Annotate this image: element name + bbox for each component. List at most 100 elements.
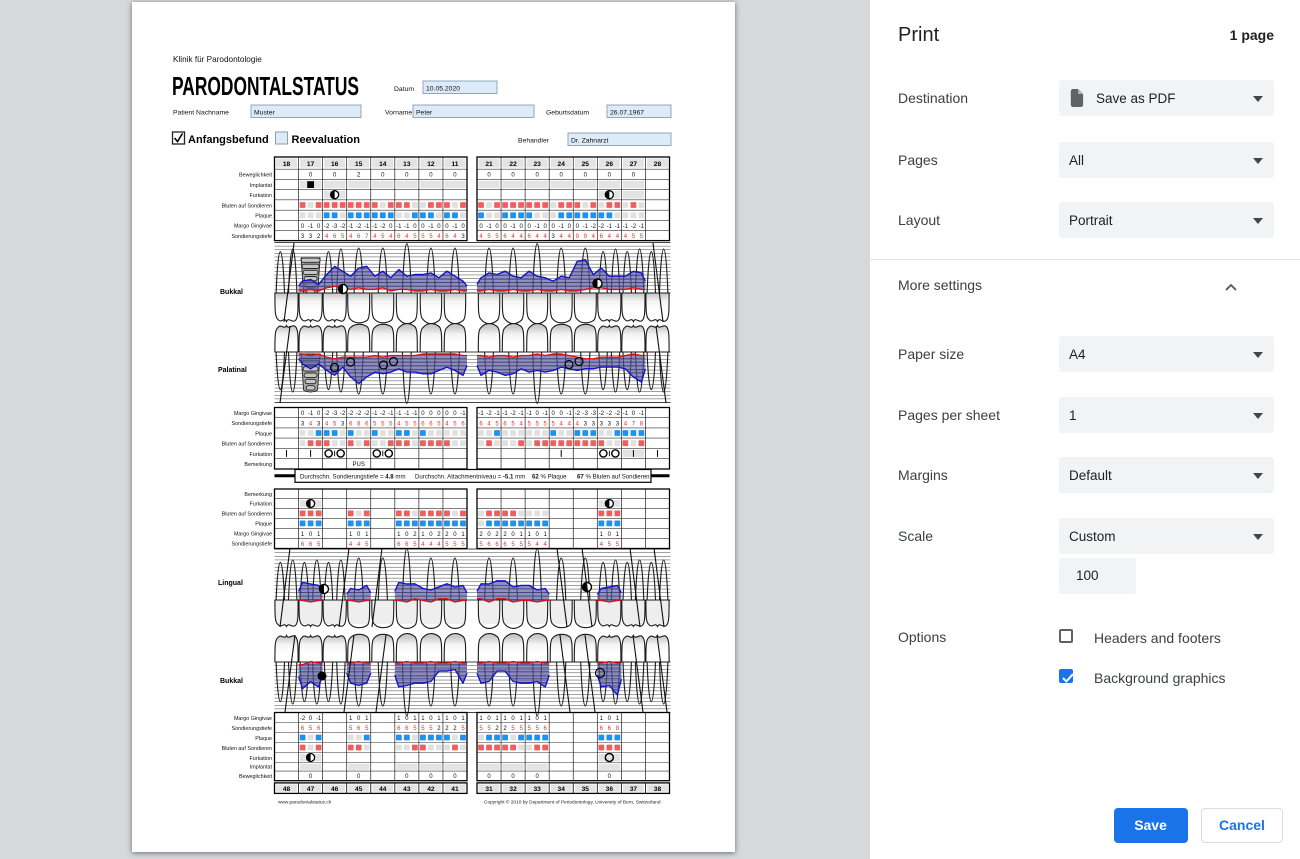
svg-text:7: 7 (365, 234, 369, 240)
svg-text:5: 5 (511, 542, 515, 548)
svg-text:0: 0 (608, 716, 612, 722)
svg-text:-1: -1 (534, 224, 540, 230)
svg-text:1: 1 (600, 716, 604, 722)
svg-text:-2: -2 (599, 224, 605, 230)
svg-text:6: 6 (544, 726, 548, 732)
svg-text:0: 0 (429, 716, 433, 722)
svg-text:10.05.2020: 10.05.2020 (426, 85, 460, 92)
svg-text:Beweglichkeit: Beweglichkeit (239, 774, 272, 780)
svg-text:0: 0 (301, 411, 305, 417)
svg-text:1: 1 (519, 716, 523, 722)
svg-text:-2: -2 (575, 411, 581, 417)
svg-text:5: 5 (413, 726, 417, 732)
svg-text:0: 0 (413, 224, 417, 230)
svg-text:6: 6 (421, 421, 425, 427)
svg-text:0: 0 (608, 173, 612, 179)
svg-text:12: 12 (427, 161, 435, 168)
svg-text:0: 0 (405, 774, 409, 780)
svg-text:0: 0 (535, 716, 539, 722)
svg-text:6: 6 (405, 726, 409, 732)
svg-text:35: 35 (582, 786, 590, 793)
svg-text:6: 6 (495, 542, 499, 548)
svg-text:2: 2 (413, 532, 417, 538)
svg-text:0: 0 (535, 411, 539, 417)
svg-text:-1: -1 (372, 411, 378, 417)
svg-text:-1: -1 (348, 224, 354, 230)
svg-text:43: 43 (403, 786, 411, 793)
svg-text:17: 17 (307, 161, 315, 168)
svg-text:2: 2 (437, 726, 441, 732)
svg-text:0: 0 (421, 411, 425, 417)
svg-text:Bemerkung: Bemerkung (244, 462, 272, 468)
svg-text:1: 1 (544, 532, 548, 538)
svg-text:6: 6 (479, 421, 483, 427)
svg-text:0: 0 (535, 774, 539, 780)
svg-text:0: 0 (357, 716, 361, 722)
svg-text:1: 1 (445, 716, 449, 722)
svg-text:5: 5 (495, 234, 499, 240)
svg-text:5: 5 (413, 542, 417, 548)
svg-text:2: 2 (445, 726, 449, 732)
svg-text:0: 0 (421, 224, 425, 230)
svg-text:5: 5 (373, 421, 377, 427)
svg-text:5: 5 (519, 542, 523, 548)
svg-text:-3: -3 (591, 411, 597, 417)
svg-text:-2: -2 (340, 224, 346, 230)
svg-text:4: 4 (560, 421, 564, 427)
svg-text:Anfangsbefund: Anfangsbefund (188, 134, 269, 146)
svg-text:1: 1 (503, 716, 507, 722)
svg-text:-1: -1 (460, 411, 466, 417)
svg-text:5: 5 (413, 421, 417, 427)
svg-text:4: 4 (600, 542, 604, 548)
svg-text:38: 38 (654, 786, 662, 793)
svg-text:5: 5 (421, 726, 425, 732)
svg-text:-2: -2 (324, 411, 330, 417)
svg-text:3: 3 (600, 421, 604, 427)
svg-text:Implantat: Implantat (250, 183, 273, 189)
svg-text:-2: -2 (324, 224, 330, 230)
svg-text:5: 5 (349, 726, 353, 732)
svg-text:0: 0 (552, 224, 556, 230)
svg-text:32: 32 (509, 786, 517, 793)
svg-text:4: 4 (487, 421, 491, 427)
svg-text:0: 0 (527, 224, 531, 230)
svg-text:0: 0 (357, 532, 361, 538)
svg-text:0: 0 (568, 224, 572, 230)
svg-text:5: 5 (429, 726, 433, 732)
svg-text:0: 0 (560, 173, 564, 179)
svg-text:2: 2 (495, 726, 499, 732)
svg-text:0: 0 (519, 224, 523, 230)
svg-text:1: 1 (495, 716, 499, 722)
svg-text:4: 4 (519, 421, 523, 427)
svg-text:Durchschn. Sondierungstiefe =: Durchschn. Sondierungstiefe = 4.8 mm (300, 474, 406, 481)
svg-text:5: 5 (608, 542, 612, 548)
svg-text:4: 4 (624, 421, 628, 427)
svg-text:1: 1 (600, 532, 604, 538)
svg-text:0: 0 (511, 774, 515, 780)
svg-text:1: 1 (527, 532, 531, 538)
svg-text:44: 44 (379, 786, 387, 793)
svg-text:5: 5 (527, 421, 531, 427)
svg-text:5: 5 (461, 726, 465, 732)
svg-text:-1: -1 (396, 411, 402, 417)
svg-text:0: 0 (453, 532, 457, 538)
svg-text:5: 5 (495, 421, 499, 427)
svg-text:5: 5 (365, 542, 369, 548)
svg-text:23: 23 (533, 161, 541, 168)
svg-text:1: 1 (461, 716, 465, 722)
svg-text:0: 0 (461, 224, 465, 230)
svg-text:4: 4 (592, 234, 596, 240)
svg-text:Bluten auf Sondieren: Bluten auf Sondieren (222, 203, 272, 209)
svg-text:-1: -1 (526, 411, 532, 417)
svg-text:6: 6 (397, 542, 401, 548)
svg-text:0: 0 (584, 173, 588, 179)
svg-text:-3: -3 (332, 224, 338, 230)
svg-text:Vorname: Vorname (385, 110, 412, 117)
svg-text:2: 2 (317, 234, 321, 240)
svg-text:Margo Gingivae: Margo Gingivae (234, 716, 272, 722)
svg-text:4: 4 (309, 421, 313, 427)
svg-text:4: 4 (608, 234, 612, 240)
svg-text:1: 1 (544, 716, 548, 722)
svg-text:2: 2 (453, 726, 457, 732)
svg-text:-1: -1 (308, 411, 314, 417)
